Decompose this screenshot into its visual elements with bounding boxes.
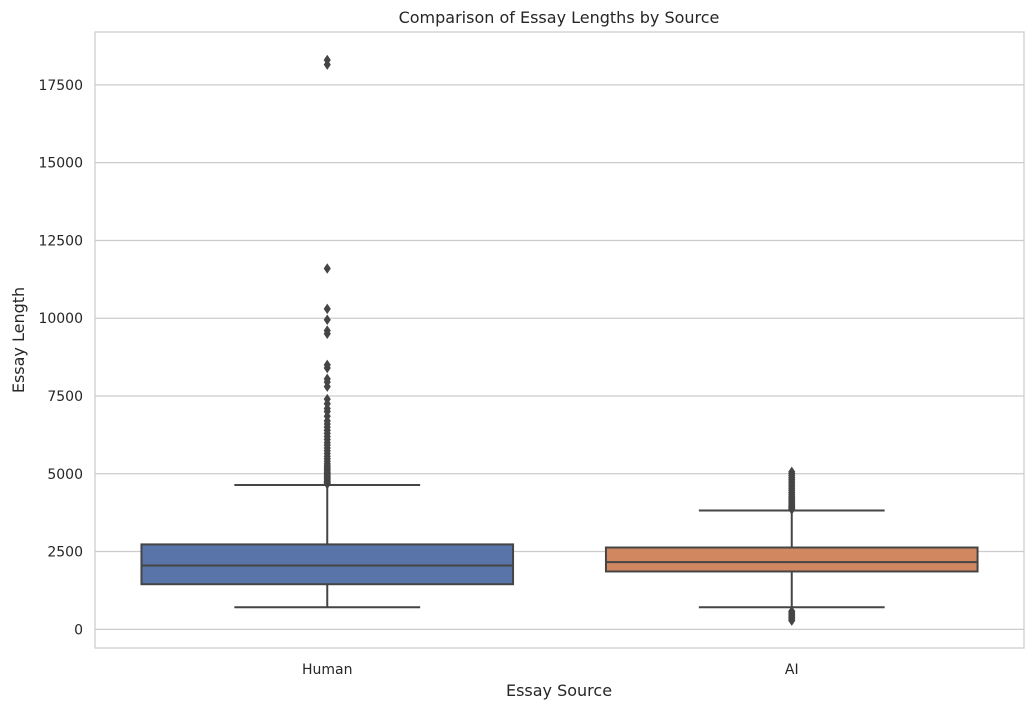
outlier-point [323, 373, 331, 385]
outlier-point [323, 314, 331, 326]
box-ai [604, 466, 979, 626]
outlier-point [323, 54, 331, 66]
outlier-point [788, 606, 796, 617]
y-tick-label: 7500 [47, 389, 83, 405]
chart-title: Comparison of Essay Lengths by Source [399, 8, 720, 27]
plot-area-frame [94, 31, 1025, 649]
outlier-point [323, 359, 331, 371]
iqr-box [140, 543, 515, 586]
y-tick-label: 0 [74, 622, 83, 638]
iqr-box [604, 546, 979, 573]
x-tick-labels: Human AI [302, 662, 799, 678]
box-human [140, 54, 515, 609]
outlier-point [323, 263, 331, 274]
outlier-point [323, 303, 331, 315]
y-tick-label: 10000 [38, 311, 83, 327]
y-tick-labels: 0 2500 5000 7500 10000 12500 15000 17500 [38, 78, 83, 638]
y-tick-label: 12500 [38, 233, 83, 249]
x-axis-label: Essay Source [506, 681, 612, 700]
y-axis-label: Essay Length [9, 287, 28, 393]
x-tick-label: Human [302, 662, 353, 678]
y-tick-label: 5000 [47, 467, 83, 483]
x-tick-label: AI [785, 662, 799, 678]
y-tick-label: 15000 [38, 156, 83, 172]
outlier-point [323, 325, 331, 336]
outlier-point [323, 393, 331, 405]
box-series [140, 54, 979, 626]
y-tick-label: 2500 [47, 545, 83, 561]
y-tick-label: 17500 [38, 78, 83, 94]
outlier-point [788, 466, 796, 478]
